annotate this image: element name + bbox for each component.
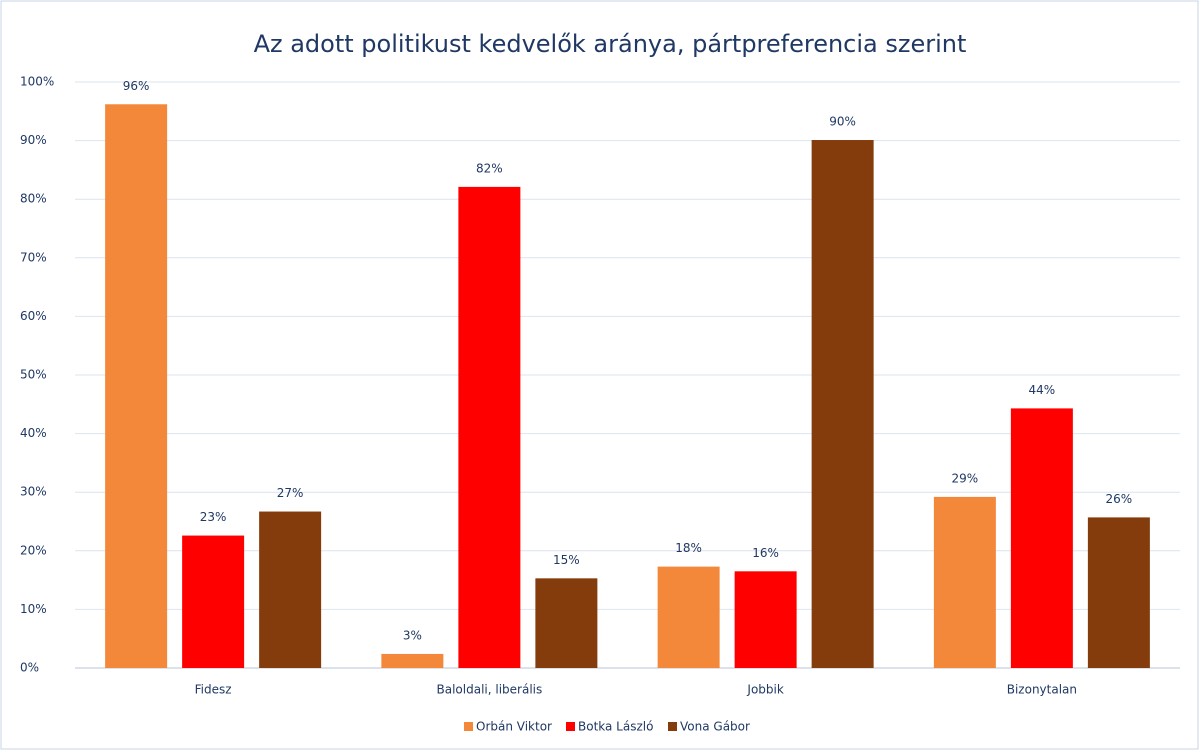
- y-tick-label: 20%: [20, 543, 47, 557]
- bar: [182, 535, 245, 668]
- bar: [1010, 408, 1073, 668]
- y-tick-label: 40%: [20, 426, 47, 440]
- legend-swatch: [566, 722, 575, 731]
- bar: [734, 571, 797, 668]
- value-label: 26%: [1106, 492, 1133, 506]
- y-tick-label: 60%: [20, 309, 47, 323]
- value-label: 15%: [553, 553, 580, 567]
- legend-label: Orbán Viktor: [476, 720, 552, 734]
- x-tick-label: Fidesz: [195, 683, 232, 697]
- value-label: 96%: [123, 79, 150, 93]
- y-tick-label: 50%: [20, 368, 47, 382]
- bar: [381, 653, 444, 668]
- legend-label: Vona Gábor: [680, 720, 750, 734]
- y-tick-label: 80%: [20, 192, 47, 206]
- legend-swatch: [668, 722, 677, 731]
- value-label: 44%: [1029, 383, 1056, 397]
- bar: [105, 104, 168, 668]
- y-tick-label: 70%: [20, 250, 47, 264]
- value-label: 27%: [277, 486, 304, 500]
- y-tick-label: 100%: [20, 75, 54, 89]
- y-tick-label: 90%: [20, 133, 47, 147]
- bar: [811, 140, 874, 668]
- bar: [933, 496, 996, 668]
- value-label: 23%: [200, 510, 227, 524]
- y-tick-label: 30%: [20, 485, 47, 499]
- value-label: 3%: [403, 628, 422, 642]
- bar: [535, 578, 598, 668]
- value-label: 16%: [752, 546, 779, 560]
- chart-title: Az adott politikust kedvelők aránya, pár…: [254, 30, 967, 58]
- bar: [657, 566, 720, 668]
- bar: [259, 511, 322, 668]
- x-tick-label: Jobbik: [746, 683, 783, 697]
- value-label: 18%: [675, 541, 702, 555]
- value-label: 29%: [952, 471, 979, 485]
- legend-label: Botka László: [578, 720, 653, 734]
- x-tick-label: Baloldali, liberális: [437, 683, 543, 697]
- bar: [458, 186, 521, 669]
- value-label: 82%: [476, 161, 503, 175]
- value-label: 90%: [829, 115, 856, 129]
- y-tick-label: 10%: [20, 602, 47, 616]
- bar: [1087, 517, 1150, 668]
- y-tick-label: 0%: [20, 661, 39, 675]
- legend-swatch: [464, 722, 473, 731]
- x-tick-label: Bizonytalan: [1007, 683, 1077, 697]
